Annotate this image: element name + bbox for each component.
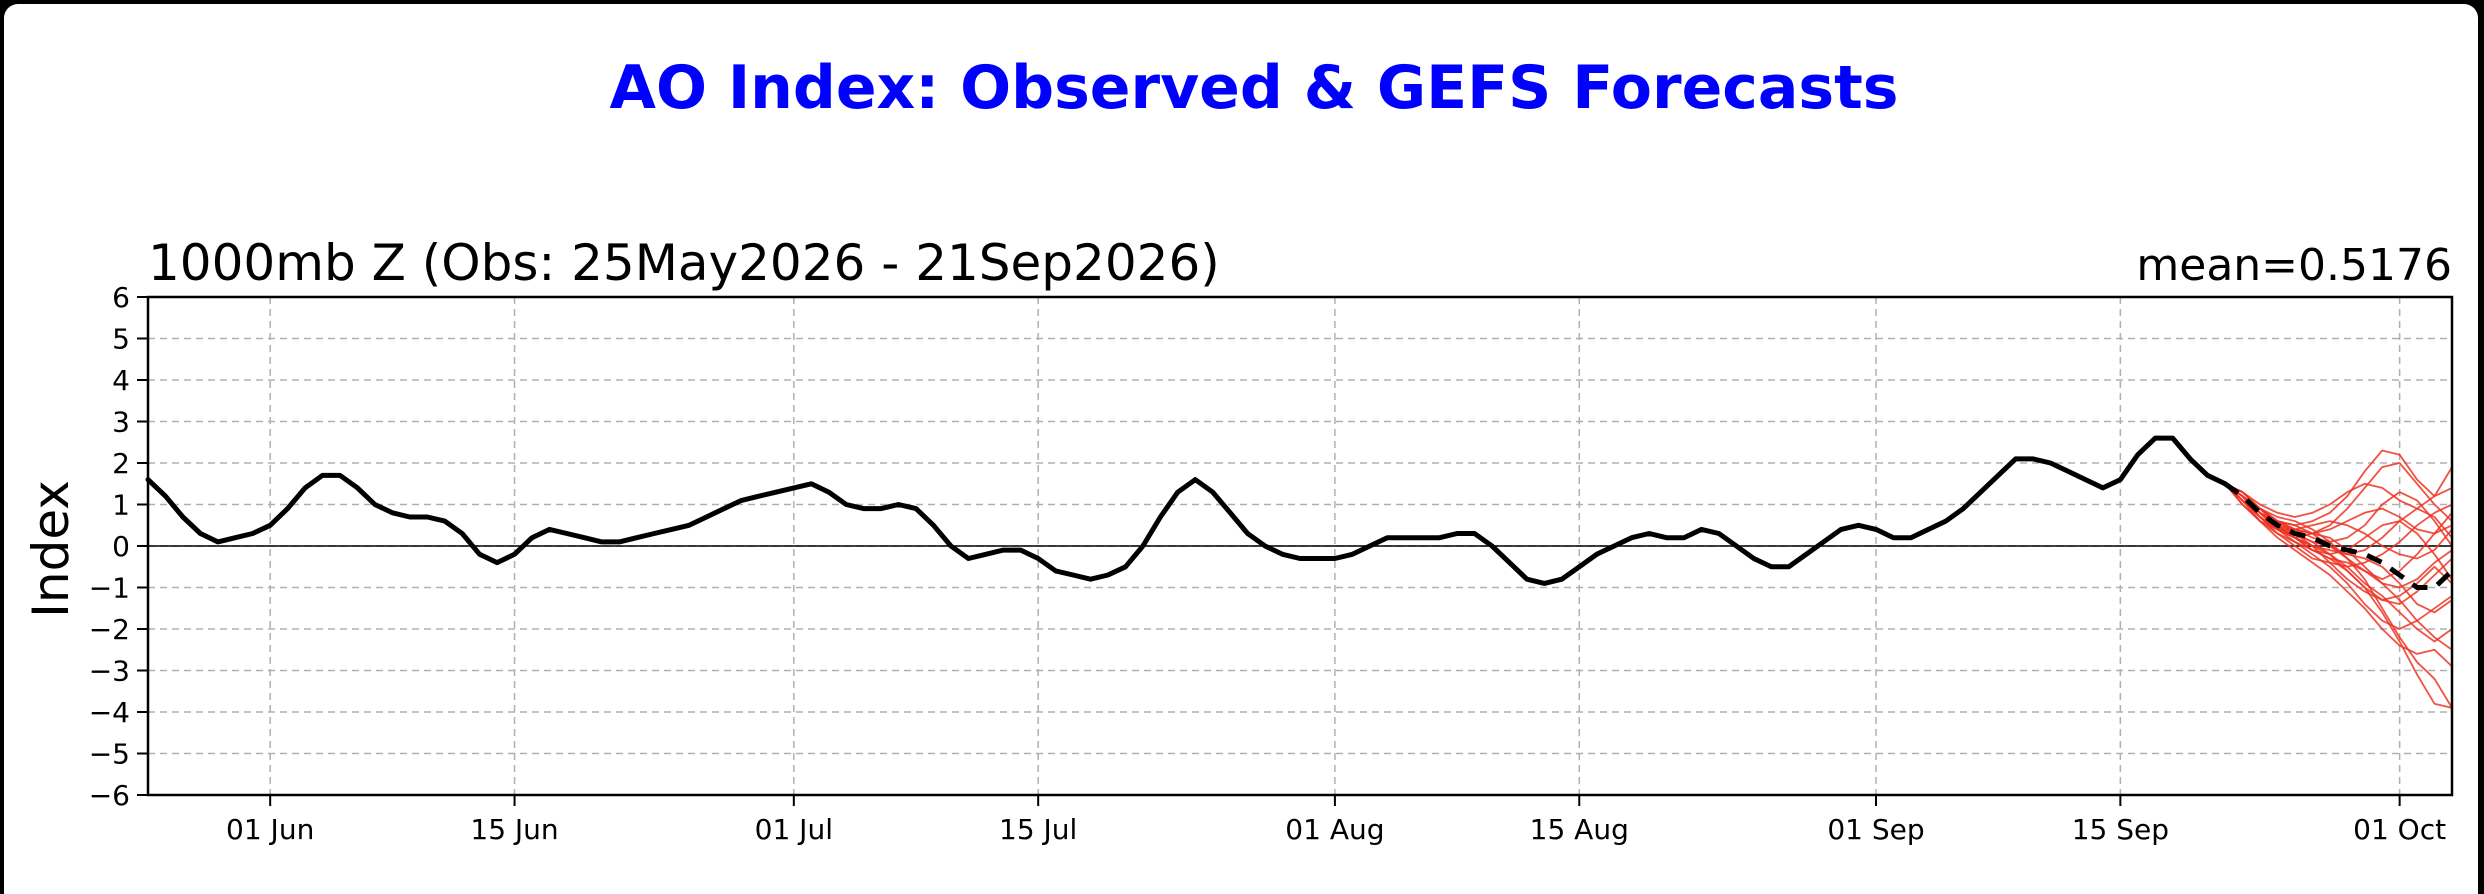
chart-subtitle-left: 1000mb Z (Obs: 25May2026 - 21Sep2026) bbox=[148, 234, 1220, 292]
ensemble-members bbox=[2224, 449, 2453, 709]
x-tick-label: 15 Sep bbox=[2072, 813, 2169, 846]
ensemble-member-line bbox=[2224, 483, 2453, 560]
y-tick-label: −4 bbox=[89, 696, 130, 729]
ensemble-mean-line bbox=[2223, 481, 2454, 590]
y-tick-label: 0 bbox=[112, 530, 130, 563]
y-tick-label: −1 bbox=[89, 572, 130, 605]
x-tick-label: 15 Aug bbox=[1530, 813, 1629, 846]
ensemble-member-line bbox=[2224, 483, 2453, 580]
y-tick-label: 3 bbox=[112, 406, 130, 439]
chart-subtitle-right: mean=0.5176 bbox=[2136, 240, 2452, 291]
y-tick-label: 6 bbox=[112, 281, 130, 314]
ensemble-member-line bbox=[2224, 483, 2453, 668]
observed-line bbox=[145, 435, 2228, 586]
ensemble-member-line bbox=[2224, 483, 2453, 643]
y-tick-label: 1 bbox=[112, 489, 130, 522]
y-tick-label: −2 bbox=[89, 613, 130, 646]
y-tick-label: 5 bbox=[112, 323, 130, 356]
y-tick-label: 4 bbox=[112, 364, 130, 397]
x-tick-label: 01 Aug bbox=[1285, 813, 1384, 846]
y-tick-label: −6 bbox=[89, 779, 130, 812]
ensemble-member-line bbox=[2224, 449, 2453, 527]
x-tick-label: 15 Jul bbox=[999, 813, 1077, 846]
x-tick-label: 15 Jun bbox=[470, 813, 558, 846]
x-tick-label: 01 Oct bbox=[2353, 813, 2446, 846]
axes: 6 5 4 3 2 1 0 −1 −2 −3 −4 −5 −6 01 Jun 15 Jun 01 Jul 15 … bbox=[89, 281, 2446, 846]
ao-index-chart: AO Index: Observed & GEFS Forecasts 1000… bbox=[22, 53, 2454, 846]
x-tick-label: 01 Jun bbox=[226, 813, 314, 846]
x-tick-label: 01 Jul bbox=[755, 813, 833, 846]
y-tick-label: −3 bbox=[89, 655, 130, 688]
x-tick-label: 01 Sep bbox=[1827, 813, 1924, 846]
observed-and-mean-series bbox=[145, 435, 2454, 590]
plot-area-border bbox=[146, 295, 2454, 797]
chart-title: AO Index: Observed & GEFS Forecasts bbox=[610, 53, 1899, 123]
ensemble-member-line bbox=[2224, 482, 2453, 547]
y-tick-label: −5 bbox=[89, 738, 130, 771]
y-tick-label: 2 bbox=[112, 447, 130, 480]
chart-frame: AO Index: Observed & GEFS Forecasts 1000… bbox=[4, 4, 2478, 894]
y-axis-label: Index bbox=[22, 480, 80, 618]
ensemble-member-line bbox=[2224, 466, 2453, 518]
